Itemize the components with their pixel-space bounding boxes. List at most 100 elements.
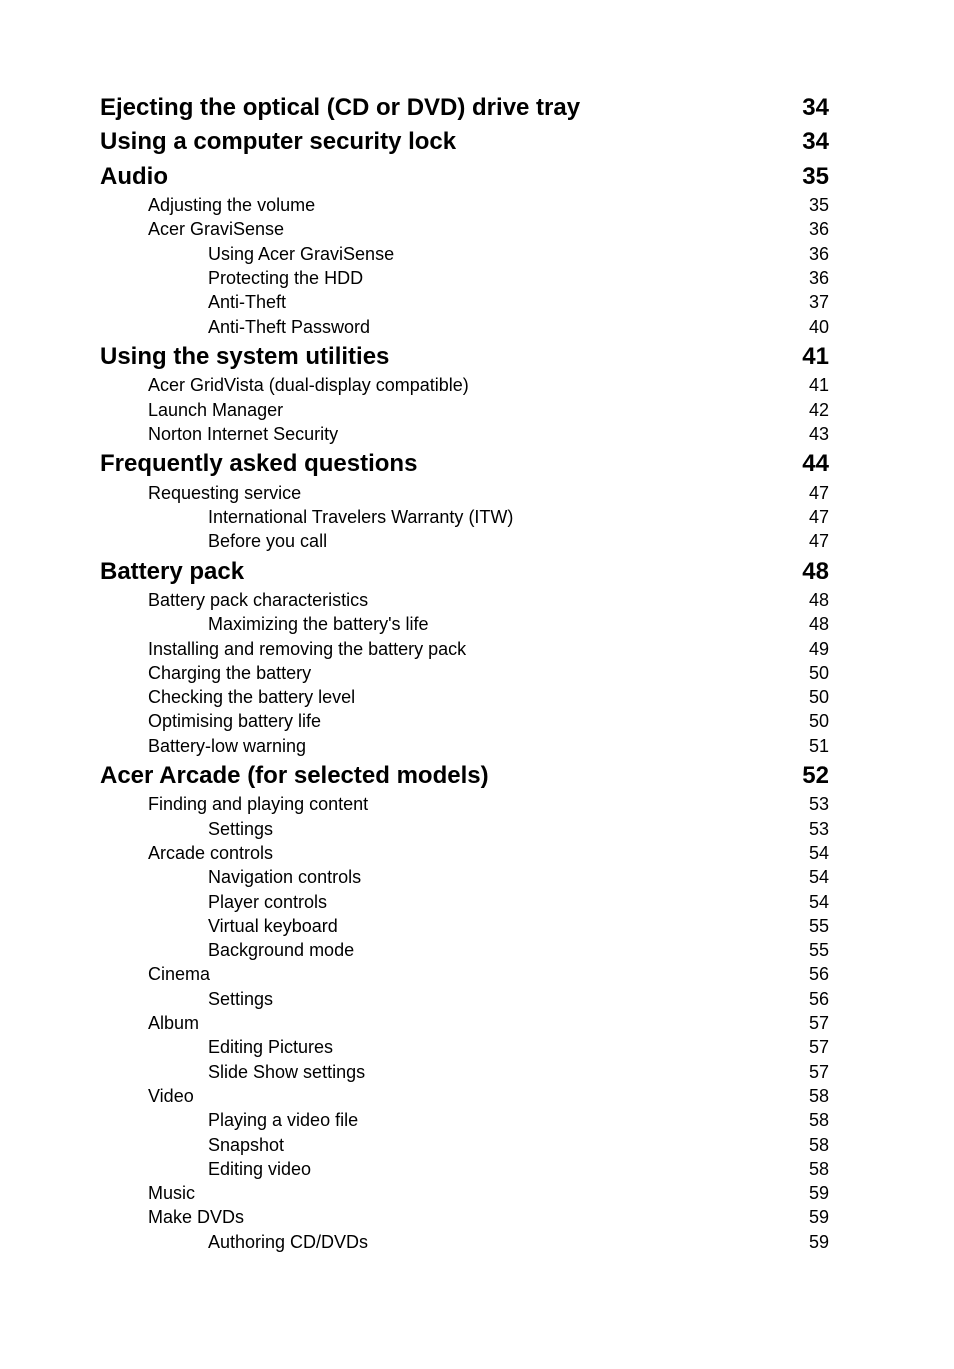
toc-entry-page: 37 bbox=[797, 290, 829, 314]
toc-entry-label: International Travelers Warranty (ITW) bbox=[100, 505, 513, 529]
toc-entry[interactable]: Virtual keyboard55 bbox=[100, 914, 829, 938]
toc-entry[interactable]: Playing a video file58 bbox=[100, 1108, 829, 1132]
toc-entry-label: Settings bbox=[100, 817, 273, 841]
toc-entry-page: 36 bbox=[797, 217, 829, 241]
toc-entry[interactable]: Adjusting the volume35 bbox=[100, 193, 829, 217]
toc-entry[interactable]: Video58 bbox=[100, 1084, 829, 1108]
toc-entry[interactable]: Requesting service47 bbox=[100, 481, 829, 505]
toc-entry-page: 55 bbox=[797, 938, 829, 962]
toc-entry[interactable]: Slide Show settings 57 bbox=[100, 1060, 829, 1084]
toc-entry[interactable]: Before you call47 bbox=[100, 529, 829, 553]
table-of-contents: Ejecting the optical (CD or DVD) drive t… bbox=[100, 92, 829, 1254]
toc-entry[interactable]: Acer GraviSense 36 bbox=[100, 217, 829, 241]
toc-entry[interactable]: Using the system utilities41 bbox=[100, 341, 829, 373]
toc-entry-label: Authoring CD/DVDs bbox=[100, 1230, 368, 1254]
toc-entry-label: Frequently asked questions bbox=[100, 448, 417, 480]
toc-entry-label: Editing video bbox=[100, 1157, 311, 1181]
toc-entry-label: Playing a video file bbox=[100, 1108, 358, 1132]
toc-entry[interactable]: Maximizing the battery's life 48 bbox=[100, 612, 829, 636]
toc-entry[interactable]: Navigation controls54 bbox=[100, 865, 829, 889]
toc-entry-label: Finding and playing content bbox=[100, 792, 368, 816]
toc-entry-label: Launch Manager bbox=[100, 398, 283, 422]
toc-entry-page: 47 bbox=[797, 529, 829, 553]
toc-entry-label: Slide Show settings bbox=[100, 1060, 365, 1084]
toc-entry[interactable]: Authoring CD/DVDs59 bbox=[100, 1230, 829, 1254]
toc-entry-label: Album bbox=[100, 1011, 199, 1035]
toc-entry[interactable]: Using Acer GraviSense36 bbox=[100, 242, 829, 266]
toc-entry[interactable]: Ejecting the optical (CD or DVD) drive t… bbox=[100, 92, 829, 124]
toc-entry[interactable]: Norton Internet Security43 bbox=[100, 422, 829, 446]
toc-entry-page: 52 bbox=[790, 760, 829, 792]
toc-entry[interactable]: Installing and removing the battery pack… bbox=[100, 637, 829, 661]
toc-entry[interactable]: Make DVDs 59 bbox=[100, 1205, 829, 1229]
toc-entry[interactable]: Background mode 55 bbox=[100, 938, 829, 962]
toc-entry[interactable]: Audio35 bbox=[100, 161, 829, 193]
toc-entry[interactable]: Anti-Theft37 bbox=[100, 290, 829, 314]
toc-entry-label: Checking the battery level bbox=[100, 685, 355, 709]
toc-entry-label: Using a computer security lock bbox=[100, 126, 456, 158]
toc-entry-page: 44 bbox=[790, 448, 829, 480]
toc-entry-page: 57 bbox=[797, 1011, 829, 1035]
toc-entry[interactable]: Frequently asked questions 44 bbox=[100, 448, 829, 480]
toc-entry-page: 35 bbox=[790, 161, 829, 193]
toc-entry[interactable]: Acer GridVista (dual-display compatible)… bbox=[100, 373, 829, 397]
toc-entry[interactable]: Arcade controls54 bbox=[100, 841, 829, 865]
toc-entry[interactable]: Using a computer security lock 34 bbox=[100, 126, 829, 158]
toc-entry-page: 36 bbox=[797, 266, 829, 290]
toc-entry-label: Arcade controls bbox=[100, 841, 273, 865]
toc-entry-page: 57 bbox=[797, 1060, 829, 1084]
toc-entry[interactable]: Anti-Theft Password40 bbox=[100, 315, 829, 339]
toc-entry[interactable]: Snapshot58 bbox=[100, 1133, 829, 1157]
toc-entry-label: Player controls bbox=[100, 890, 327, 914]
toc-entry-label: Maximizing the battery's life bbox=[100, 612, 429, 636]
toc-entry[interactable]: Album 57 bbox=[100, 1011, 829, 1035]
toc-entry-label: Settings bbox=[100, 987, 273, 1011]
toc-entry[interactable]: Checking the battery level 50 bbox=[100, 685, 829, 709]
toc-entry[interactable]: Battery pack48 bbox=[100, 556, 829, 588]
toc-entry-page: 34 bbox=[790, 126, 829, 158]
toc-entry-label: Acer Arcade (for selected models) bbox=[100, 760, 489, 792]
toc-entry[interactable]: Acer Arcade (for selected models) 52 bbox=[100, 760, 829, 792]
toc-entry[interactable]: Editing video 58 bbox=[100, 1157, 829, 1181]
toc-entry-page: 50 bbox=[797, 661, 829, 685]
toc-entry-page: 59 bbox=[797, 1205, 829, 1229]
toc-entry-label: Make DVDs bbox=[100, 1205, 244, 1229]
toc-entry-label: Installing and removing the battery pack bbox=[100, 637, 466, 661]
toc-entry-page: 48 bbox=[797, 612, 829, 636]
toc-entry-label: Anti-Theft Password bbox=[100, 315, 370, 339]
toc-entry-label: Music bbox=[100, 1181, 195, 1205]
toc-entry[interactable]: Cinema56 bbox=[100, 962, 829, 986]
toc-entry[interactable]: Editing Pictures57 bbox=[100, 1035, 829, 1059]
toc-entry[interactable]: Optimising battery life50 bbox=[100, 709, 829, 733]
toc-entry-label: Acer GraviSense bbox=[100, 217, 284, 241]
toc-entry-label: Adjusting the volume bbox=[100, 193, 315, 217]
toc-entry-label: Charging the battery bbox=[100, 661, 311, 685]
toc-entry-page: 58 bbox=[797, 1157, 829, 1181]
toc-entry-label: Background mode bbox=[100, 938, 354, 962]
toc-entry-page: 50 bbox=[797, 685, 829, 709]
toc-entry[interactable]: Battery pack characteristics 48 bbox=[100, 588, 829, 612]
toc-entry[interactable]: Finding and playing content53 bbox=[100, 792, 829, 816]
toc-entry-page: 50 bbox=[797, 709, 829, 733]
toc-entry[interactable]: Protecting the HDD 36 bbox=[100, 266, 829, 290]
toc-entry[interactable]: Settings56 bbox=[100, 987, 829, 1011]
toc-entry-label: Norton Internet Security bbox=[100, 422, 338, 446]
toc-entry[interactable]: Battery-low warning51 bbox=[100, 734, 829, 758]
toc-entry-label: Protecting the HDD bbox=[100, 266, 363, 290]
toc-entry[interactable]: Settings53 bbox=[100, 817, 829, 841]
toc-entry-label: Video bbox=[100, 1084, 194, 1108]
toc-entry-page: 51 bbox=[797, 734, 829, 758]
toc-entry-page: 41 bbox=[797, 373, 829, 397]
toc-entry-page: 48 bbox=[797, 588, 829, 612]
toc-entry-page: 58 bbox=[797, 1133, 829, 1157]
toc-entry-label: Battery pack characteristics bbox=[100, 588, 368, 612]
toc-entry-label: Virtual keyboard bbox=[100, 914, 338, 938]
toc-entry-page: 56 bbox=[797, 962, 829, 986]
toc-entry[interactable]: International Travelers Warranty (ITW)47 bbox=[100, 505, 829, 529]
toc-entry[interactable]: Music59 bbox=[100, 1181, 829, 1205]
toc-entry-label: Using the system utilities bbox=[100, 341, 389, 373]
toc-entry-page: 57 bbox=[797, 1035, 829, 1059]
toc-entry[interactable]: Player controls54 bbox=[100, 890, 829, 914]
toc-entry[interactable]: Launch Manager42 bbox=[100, 398, 829, 422]
toc-entry[interactable]: Charging the battery 50 bbox=[100, 661, 829, 685]
